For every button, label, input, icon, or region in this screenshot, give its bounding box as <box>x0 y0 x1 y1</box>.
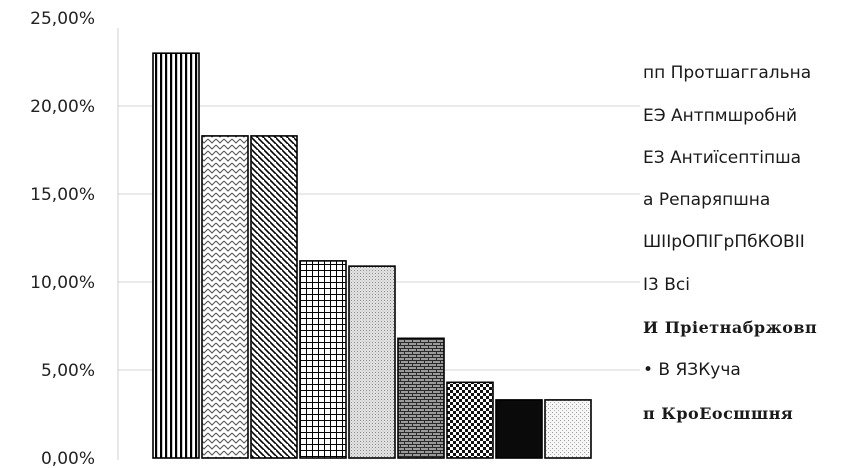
bars <box>152 52 592 459</box>
bar <box>446 381 494 459</box>
legend-entry: п КроЕосшшня <box>643 404 793 423</box>
legend-entry: ЕЭ Антпмшробнй <box>643 106 797 126</box>
y-tick-label: 0,00% <box>41 449 95 468</box>
legend: пп Протшаггальна ЕЭ Антпмшробнй ЕЗ Антиїсе… <box>643 63 817 423</box>
y-tick-label: 5,00% <box>41 361 95 381</box>
legend-entry: ШІІрОПІГрПбКОВІІ <box>643 232 805 252</box>
legend-entry: пп Протшаггальна <box>643 63 811 83</box>
y-tick-labels: 0,00% 5,00% 10,00% 15,00% 20,00% 25,00% <box>30 9 95 468</box>
bar <box>544 399 592 459</box>
bar <box>495 399 543 459</box>
legend-entry: І3 Вcі <box>643 275 690 295</box>
bar <box>250 135 298 459</box>
y-tick-label: 10,00% <box>30 273 95 293</box>
bar <box>299 260 347 459</box>
bar <box>397 337 445 459</box>
legend-entry: И Пріетнабржовп <box>643 318 817 337</box>
bar <box>201 135 249 459</box>
y-tick-label: 15,00% <box>30 185 95 205</box>
bar <box>152 52 200 459</box>
legend-entry: а Репаряпшна <box>643 190 770 210</box>
y-tick-label: 20,00% <box>30 97 95 117</box>
y-tick-label: 25,00% <box>30 9 95 29</box>
legend-entry: • В ЯЗКуча <box>643 360 741 380</box>
legend-entry: ЕЗ Антиїсептіпша <box>643 148 801 168</box>
bar <box>348 265 396 459</box>
